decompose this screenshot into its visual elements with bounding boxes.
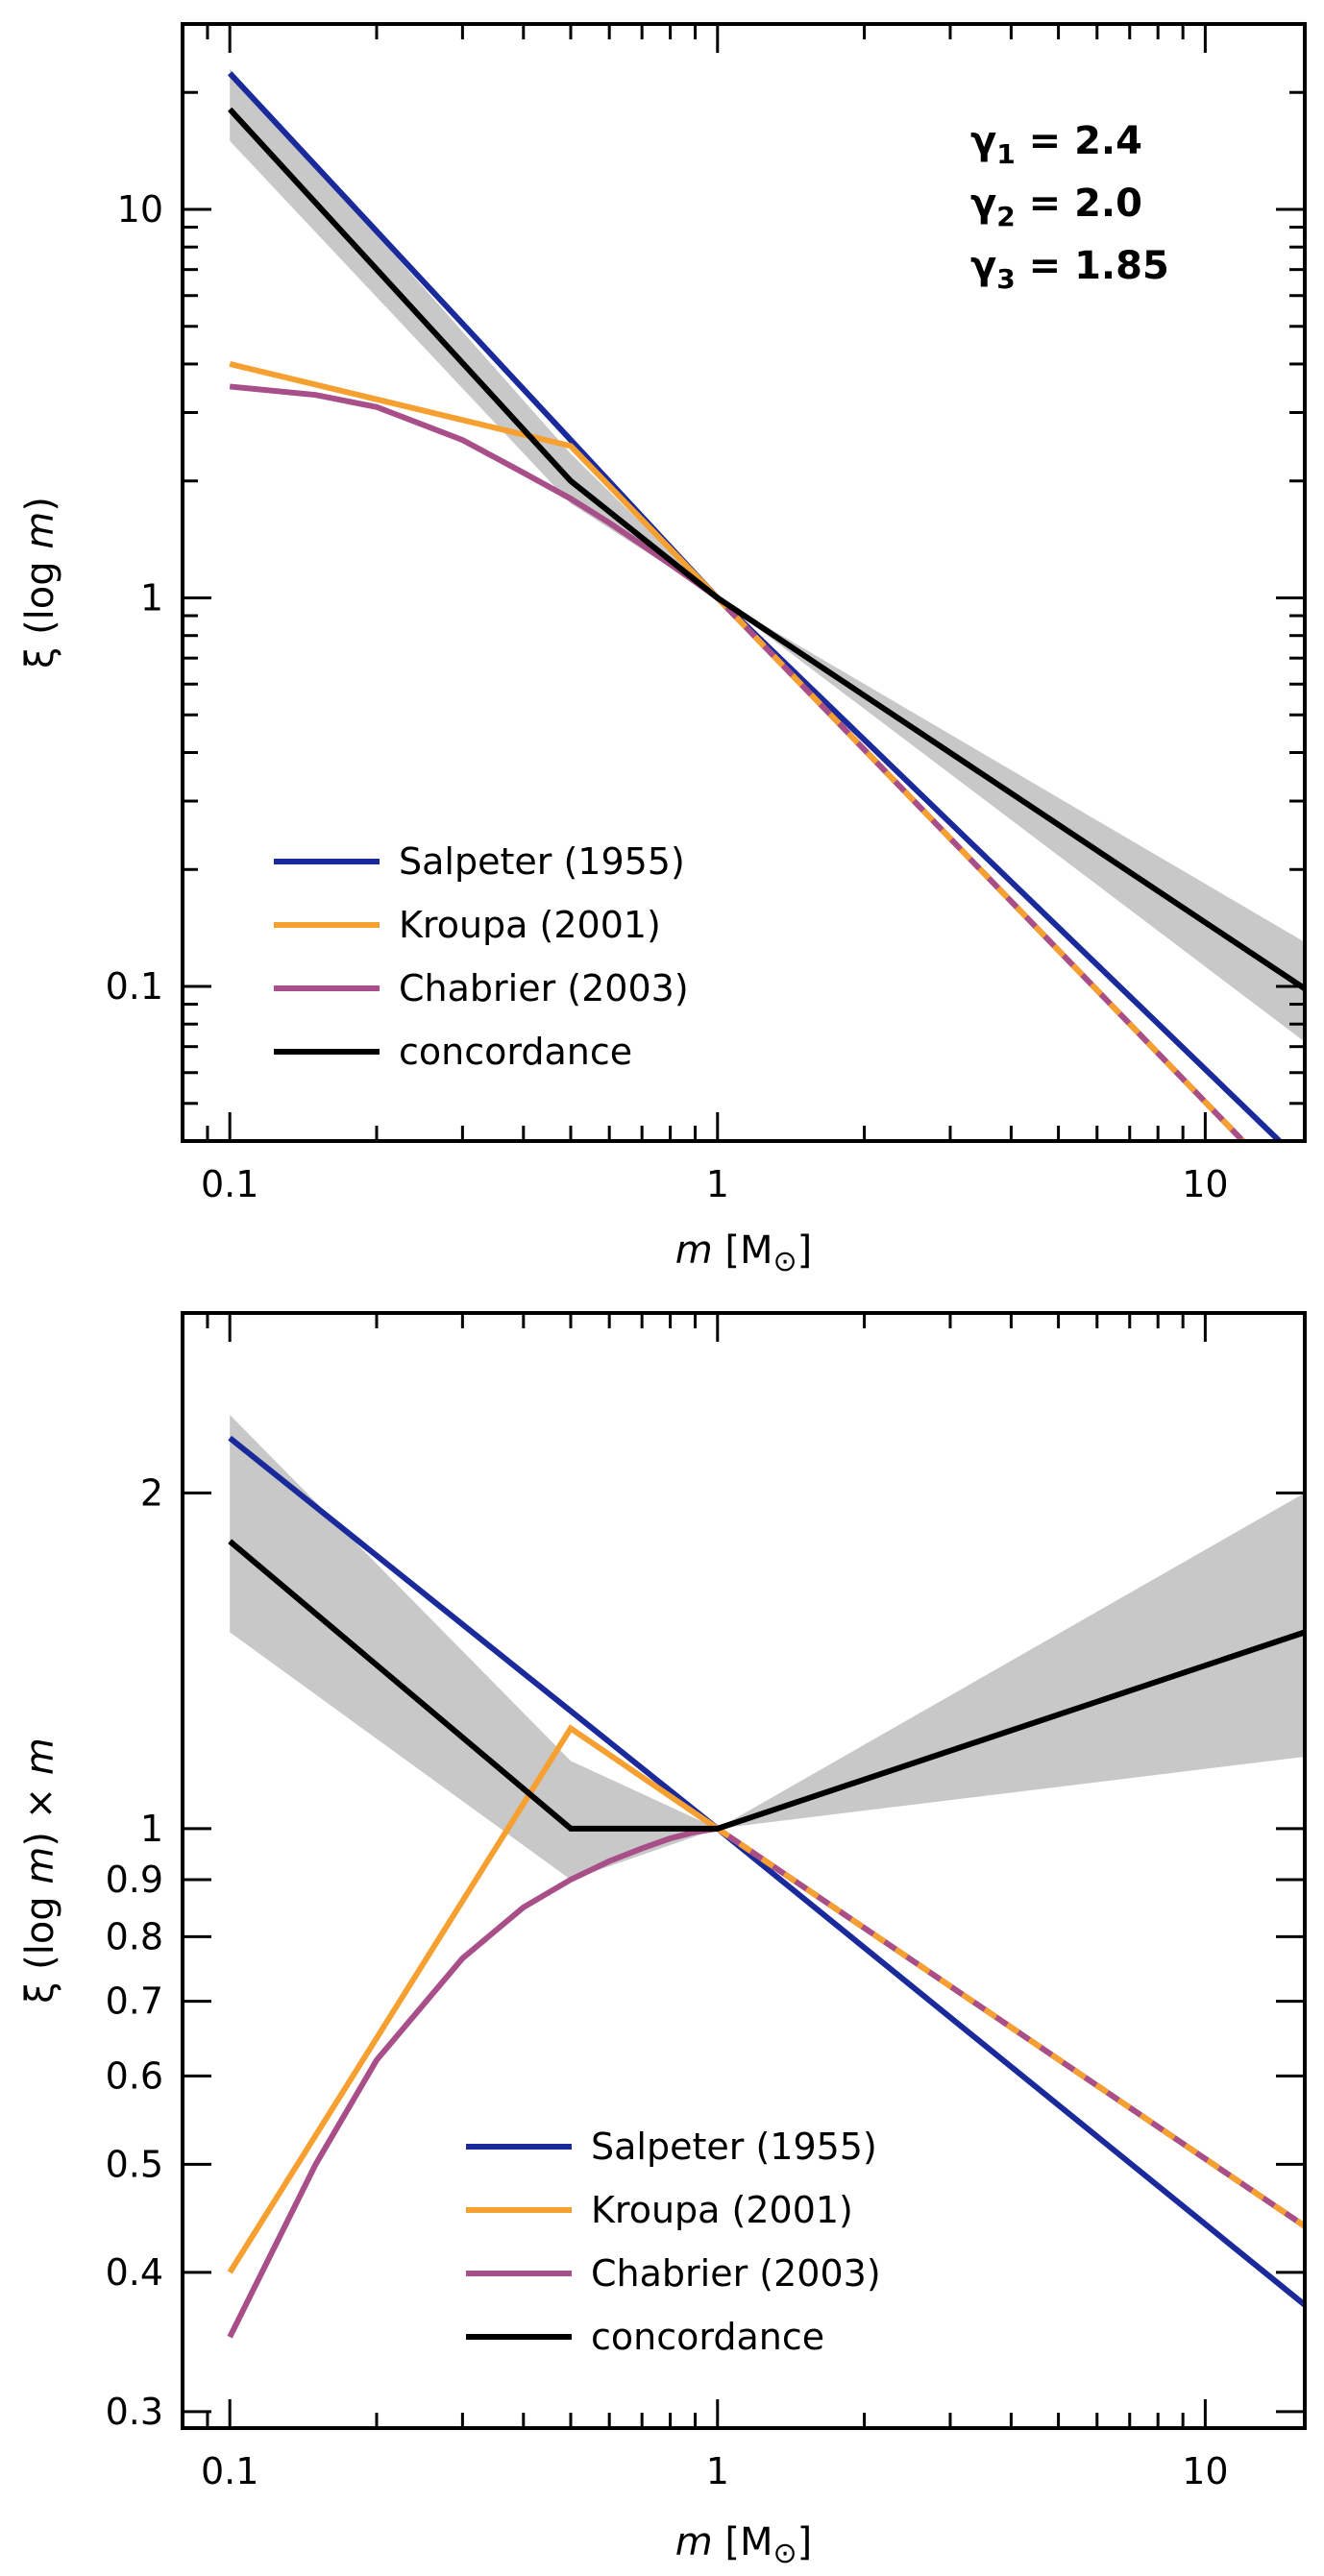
x-axis-title: m [M⊙] — [675, 1228, 813, 1278]
x-tick-label: 1 — [706, 2450, 729, 2492]
plot-frame — [181, 22, 1307, 1143]
legend: Salpeter (1955) Kroupa (2001) Chabrier (20… — [274, 840, 689, 1073]
x-tick-label: 1 — [706, 1163, 729, 1205]
x-tick-label: 0.1 — [201, 1163, 258, 1205]
legend-label: Salpeter (1955) — [591, 2126, 877, 2168]
legend-label: concordance — [399, 1031, 632, 1073]
y-tick-label: 0.8 — [106, 1915, 163, 1957]
series-line-chabrier — [229, 383, 1247, 1141]
y-tick-label: 0.9 — [106, 1859, 163, 1901]
y-tick-label: 1 — [140, 577, 163, 620]
y-tick-label: 1 — [140, 1808, 163, 1850]
series-line-salpeter — [227, 71, 1284, 1141]
series-line-chabrier-dash-overlay — [716, 1826, 1305, 2229]
legend-label: Kroupa (2001) — [399, 904, 661, 946]
x-tick-label: 10 — [1182, 1163, 1228, 1205]
legend-label: Chabrier (2003) — [591, 2252, 881, 2295]
legend-label: Chabrier (2003) — [399, 967, 689, 1009]
series-line-chabrier-dash-overlay — [715, 595, 1247, 1141]
concordance-uncertainty-band — [230, 1415, 1305, 1880]
y-tick-label: 0.1 — [106, 965, 163, 1008]
y-tick-label: 0.3 — [106, 2391, 163, 2433]
plot-area — [227, 68, 1305, 1141]
gamma-annotation: γ2 = 2.0 — [970, 182, 1142, 232]
bottom-panel-mass-weighted-imf: 0.1 1 10 0.3 0.4 0.5 0.6 0.7 0.8 0.9 1 2 m [M⊙] ξ (lo… — [18, 1311, 1307, 2570]
y-tick-label: 0.7 — [106, 1981, 163, 2023]
plot-frame — [181, 1311, 1307, 2430]
x-axis-title: m [M⊙] — [675, 2520, 813, 2570]
y-tick-label: 0.5 — [106, 2143, 163, 2185]
legend-label: concordance — [591, 2316, 824, 2358]
y-axis-title: ξ (log m) — [18, 497, 62, 668]
x-tick-label: 10 — [1182, 2450, 1228, 2492]
legend-label: Kroupa (2001) — [591, 2189, 853, 2231]
y-tick-label: 0.4 — [106, 2251, 163, 2294]
series-line-concordance — [227, 107, 1305, 991]
gamma-annotation: γ1 = 2.4 — [970, 119, 1142, 170]
legend-label: Salpeter (1955) — [399, 840, 685, 883]
series-line-salpeter — [228, 1435, 1305, 2308]
concordance-uncertainty-band — [230, 68, 1305, 1042]
plot-area — [227, 1415, 1305, 2339]
top-panel-imf: 0.1 1 10 0.1 1 10 m [M⊙] ξ (log m) Salpeter (195… — [18, 22, 1307, 1278]
y-axis-title: ξ (log m) × m — [18, 1738, 62, 2004]
y-tick-label: 0.6 — [106, 2054, 163, 2097]
y-tick-label: 10 — [117, 188, 163, 231]
x-tick-label: 0.1 — [201, 2450, 258, 2492]
legend: Salpeter (1955) Kroupa (2001) Chabrier (20… — [466, 2126, 881, 2358]
series-line-concordance — [228, 1539, 1305, 1832]
gamma-annotation: γ3 = 1.85 — [970, 244, 1169, 295]
y-tick-label: 2 — [140, 1471, 163, 1514]
series-line-kroupa — [229, 361, 1247, 1141]
